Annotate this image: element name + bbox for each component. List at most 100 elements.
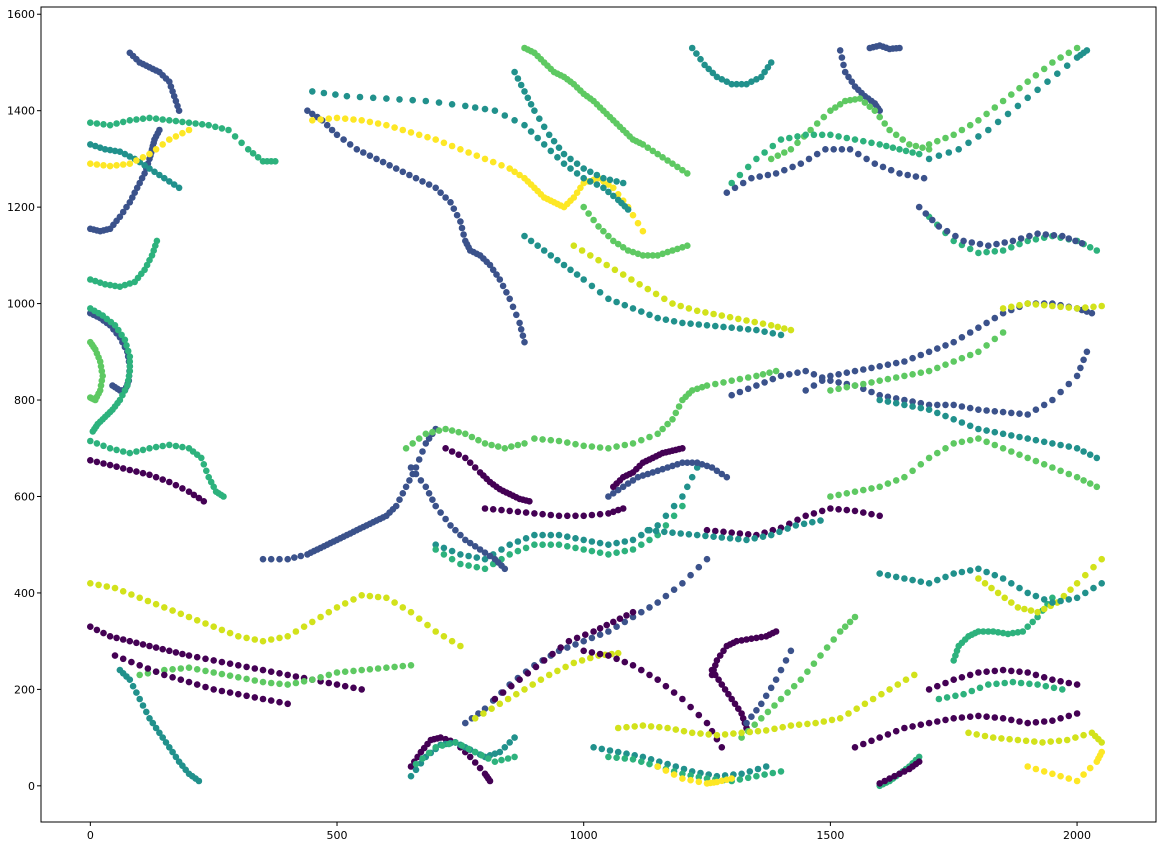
data-point [159,734,166,741]
data-point [119,448,127,455]
series-74 [965,729,1105,746]
data-point [251,677,259,684]
data-point [693,307,701,315]
data-point [656,723,663,731]
data-point [774,152,782,159]
data-point [1086,480,1094,487]
data-point [1098,555,1105,563]
data-point [596,510,604,518]
data-point [111,147,119,155]
data-point [527,101,535,108]
data-point [744,374,752,381]
data-point [920,174,928,182]
data-point [166,117,173,124]
data-point [466,753,474,761]
data-point [769,769,777,777]
data-point [143,708,150,716]
data-point [759,371,767,378]
data-point [733,637,740,645]
data-point [119,465,127,472]
data-point [685,531,693,538]
data-point [902,676,910,683]
data-point [113,463,120,471]
data-point [1017,679,1025,687]
data-point [320,89,328,97]
data-point [1009,629,1017,637]
data-point [999,575,1007,582]
data-point [600,227,607,235]
data-point [876,483,883,491]
data-point [210,623,217,630]
data-point [267,555,275,563]
data-point [235,633,242,640]
data-point [588,634,596,642]
data-point [1032,436,1040,444]
data-point [802,367,809,375]
data-point [100,162,107,169]
data-point [175,184,183,192]
data-point [442,515,449,523]
data-point [991,335,999,343]
data-point [179,650,186,658]
data-point [828,716,836,724]
data-point [748,635,755,642]
data-point [659,154,666,161]
data-point [1024,623,1031,630]
data-point [452,739,459,746]
data-point [693,531,701,539]
data-point [580,637,587,645]
data-point [685,305,693,312]
data-point [644,144,652,151]
data-point [1026,680,1033,688]
data-point [1016,433,1023,441]
data-point [646,311,653,319]
data-point [942,401,949,409]
data-point [744,531,752,538]
data-point [547,541,555,548]
data-point [695,773,703,781]
data-point [476,546,484,553]
data-point [489,266,497,274]
y-tick-label: 600 [14,490,35,503]
data-point [794,516,801,524]
data-point [276,670,283,677]
data-point [587,168,594,176]
data-point [407,129,415,136]
plot-frame [40,6,1157,823]
data-point [300,623,308,630]
data-point [958,126,966,134]
data-point [198,454,205,462]
series-31 [116,666,203,785]
data-point [509,303,517,311]
data-point [975,628,982,635]
data-point [909,398,916,405]
data-point [457,551,464,558]
series-67 [851,710,1081,751]
series-2 [87,338,106,404]
data-point [649,252,657,259]
data-point [156,171,163,179]
data-point [743,536,750,544]
data-point [1049,440,1056,447]
data-point [1031,738,1038,745]
data-point [468,433,476,441]
data-point [695,563,703,571]
data-point [448,101,456,108]
data-point [853,705,860,712]
data-point [1040,438,1048,446]
data-point [406,171,413,179]
data-point [772,170,780,177]
data-point [1032,72,1040,79]
data-point [1008,432,1015,439]
data-point [718,534,726,541]
data-point [623,723,630,731]
data-point [159,116,166,123]
data-point [767,322,775,329]
data-point [708,464,716,471]
data-point [124,377,132,385]
data-point [462,536,469,544]
data-point [925,406,933,414]
data-point [100,629,107,637]
data-point [212,123,219,131]
data-point [596,444,604,451]
